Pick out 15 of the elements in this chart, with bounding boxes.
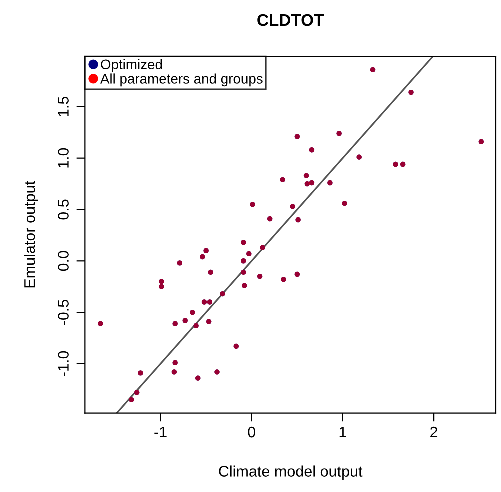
chart-title: CLDTOT [258, 14, 324, 26]
x-axis-title: Climate model output [219, 466, 363, 480]
y-axis-title: Emulator output [24, 181, 38, 288]
legend-label: All parameters and groups [100, 74, 263, 87]
y-tick-label: -1.0 [58, 351, 69, 376]
y-tick-label: 0.5 [58, 200, 69, 220]
x-tick-label: 0 [248, 426, 256, 438]
y-tick-label: 0.0 [58, 251, 69, 272]
x-tick-label: -1 [154, 427, 167, 438]
x-tick-label: 2 [430, 426, 438, 438]
y-tick-label: 1.5 [58, 96, 69, 116]
y-tick-label: -0.5 [58, 300, 69, 326]
legend-label: Optimized [101, 59, 162, 72]
x-tick-label: 1 [340, 427, 346, 438]
y-tick-label: 1.0 [58, 148, 69, 168]
